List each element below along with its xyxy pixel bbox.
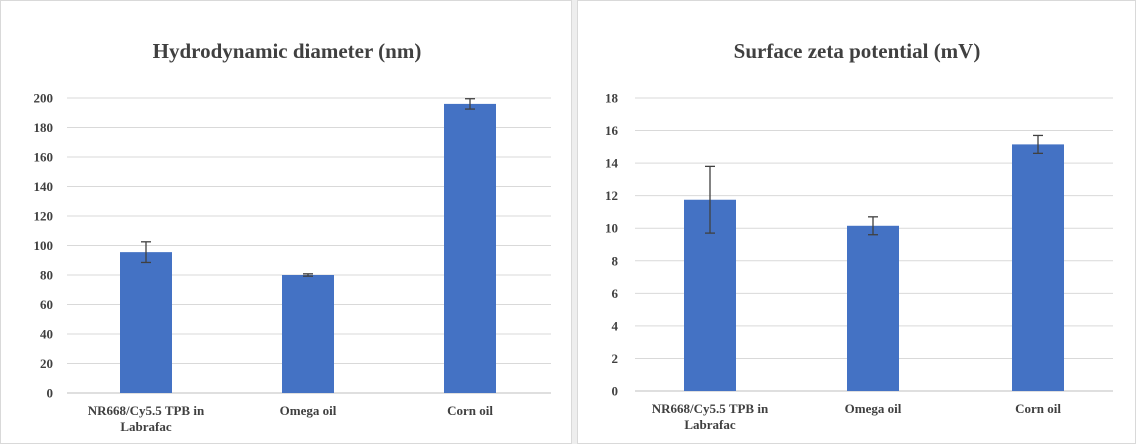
panel-divider [572,0,577,444]
chart-title: Surface zeta potential (mV) [734,39,981,63]
y-tick-label: 180 [34,120,54,135]
y-tick-label: 0 [47,386,54,401]
bar [282,275,334,393]
x-tick-label: Corn oil [447,403,493,418]
y-tick-label: 160 [34,150,54,165]
y-tick-label: 60 [40,297,53,312]
y-tick-label: 120 [34,209,54,224]
y-tick-label: 14 [605,156,619,171]
error-bar [705,165,715,234]
y-tick-label: 16 [605,123,619,138]
bar [120,252,172,393]
y-tick-label: 10 [605,221,618,236]
chart-hydrodynamic-diameter: Hydrodynamic diameter (nm) 0 20 40 60 80 100 1… [34,39,551,434]
chart-surface-zeta-potential: Surface zeta potential (mV) 0 2 4 6 8 10 12 14 1… [605,39,1113,432]
error-bar [141,241,151,264]
y-tick-label: 140 [34,179,54,194]
y-tick-label: 6 [612,286,619,301]
chart-panel-surface-zeta-potential: Surface zeta potential (mV) 0 2 4 6 8 10 12 14 1… [577,0,1136,444]
x-tick-label: NR668/Cy5.5 TPB in Labrafac [652,401,769,432]
chart-title: Hydrodynamic diameter (nm) [153,39,422,63]
y-tick-label: 12 [605,188,618,203]
y-tick-label: 80 [40,268,53,283]
y-tick-label: 2 [612,351,619,366]
error-bar [868,216,878,236]
y-tick-label: 40 [40,327,53,342]
y-tick-label: 100 [34,238,54,253]
x-tick-label: Omega oil [845,401,902,416]
error-bar [465,98,475,110]
x-tick-label: Corn oil [1015,401,1061,416]
y-tick-label: 8 [612,253,619,268]
error-bar [303,273,313,277]
x-tick-label: Omega oil [280,403,337,418]
y-tick-label: 200 [34,91,54,106]
x-tick-label: NR668/Cy5.5 TPB in Labrafac [88,403,205,434]
y-tick-label: 18 [605,91,619,106]
y-tick-label: 4 [612,318,619,333]
y-tick-label: 20 [40,356,53,371]
error-bar [1033,134,1043,154]
y-tick-label: 0 [612,384,619,399]
chart-panel-hydrodynamic-diameter: Hydrodynamic diameter (nm) 0 20 40 60 80 100 1… [0,0,572,444]
bar [847,225,899,391]
bar [444,103,496,394]
bar [1012,144,1064,391]
